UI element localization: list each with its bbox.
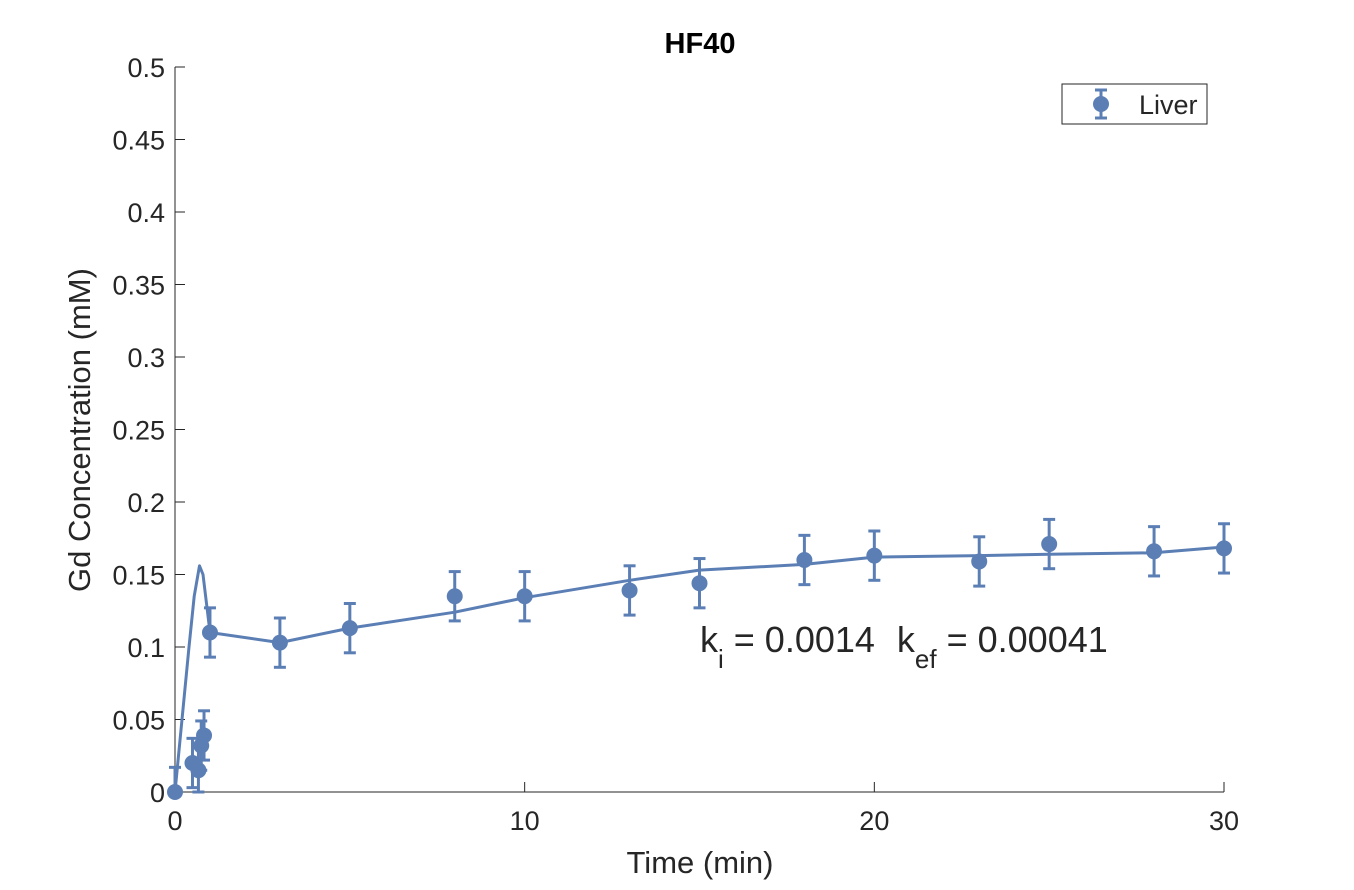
data-point-5	[201, 606, 218, 659]
legend-marker-icon	[1093, 88, 1109, 120]
legend-marker-dot	[1093, 96, 1109, 112]
x-tick-label-1: 10	[510, 806, 540, 836]
data-point-0	[167, 765, 183, 800]
y-tick-label-1: 0.05	[112, 706, 165, 736]
x-axis-label: Time (min)	[627, 845, 774, 880]
x-tick-label-3: 30	[1209, 806, 1239, 836]
x-tick-label-2: 20	[859, 806, 889, 836]
rate-constants-annotation: ki = 0.0014 kef = 0.00041	[700, 619, 1108, 674]
data-marker	[271, 634, 288, 651]
fit-curve-group	[173, 545, 1225, 793]
k-ef-subscript: ef	[915, 644, 937, 674]
y-axis-label: Gd Concentration (mM)	[62, 268, 97, 592]
fit-curve-line	[173, 545, 1225, 793]
k-i-subscript: i	[718, 644, 724, 674]
data-marker	[516, 588, 533, 605]
data-point-8	[446, 570, 463, 623]
data-point-4	[196, 709, 213, 762]
chart-title: HF40	[665, 28, 736, 60]
k-i-value: = 0.0014	[724, 619, 875, 660]
data-marker	[446, 588, 463, 605]
data-point-12	[796, 533, 813, 587]
data-point-17	[1216, 522, 1232, 575]
y-tick-label-4: 0.2	[127, 488, 165, 518]
data-point-10	[621, 564, 638, 617]
data-marker	[341, 620, 358, 637]
data-point-14	[971, 535, 988, 588]
k-i-symbol: k	[700, 619, 719, 660]
data-marker	[796, 552, 813, 568]
data-marker	[866, 547, 883, 564]
data-marker	[621, 582, 638, 599]
k-ef-value: = 0.00041	[937, 619, 1108, 660]
data-marker	[167, 784, 183, 800]
x-tick-label-0: 0	[167, 806, 182, 836]
data-points-group	[167, 517, 1232, 800]
data-marker	[971, 553, 988, 570]
data-point-11	[691, 557, 708, 610]
data-marker	[1041, 536, 1058, 553]
data-marker	[691, 575, 708, 592]
y-tick-label-0: 0	[150, 778, 165, 808]
y-tick-label-3: 0.15	[112, 561, 165, 591]
axes	[174, 67, 1224, 793]
y-tick-label-8: 0.4	[127, 198, 165, 228]
legend-box	[1061, 83, 1208, 125]
data-point-16	[1146, 525, 1163, 578]
y-tick-label-10: 0.5	[127, 53, 165, 83]
data-point-13	[866, 529, 883, 582]
y-tick-label-5: 0.25	[112, 416, 165, 446]
data-point-6	[271, 616, 288, 669]
x-ticks: 0 10 20 30	[167, 782, 1239, 836]
y-tick-label-6: 0.3	[127, 343, 165, 373]
data-marker	[196, 727, 213, 744]
data-marker	[1146, 543, 1163, 560]
data-point-7	[341, 602, 358, 655]
y-ticks: 0 0.05 0.1 0.15 0.2 0.25 0.3 0.35 0.4 0.45 0.5	[112, 53, 185, 808]
y-tick-label-9: 0.45	[112, 126, 165, 156]
legend-label: Liver	[1139, 90, 1198, 120]
data-marker	[1216, 540, 1232, 557]
data-point-15	[1041, 517, 1058, 571]
y-tick-label-2: 0.1	[127, 633, 165, 663]
data-point-9	[516, 570, 533, 623]
y-tick-label-7: 0.35	[112, 271, 165, 301]
legend: Liver	[1061, 83, 1208, 125]
data-marker	[201, 624, 218, 641]
k-ef-symbol: k	[897, 619, 916, 660]
